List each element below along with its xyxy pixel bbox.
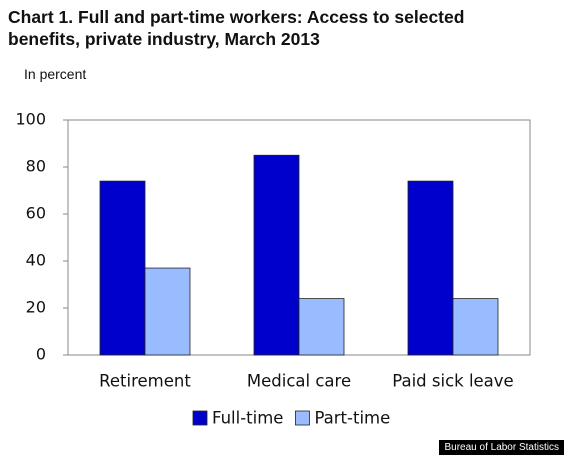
y-tick-label: 40 <box>26 251 46 270</box>
y-tick-label: 0 <box>36 345 46 364</box>
legend-swatch <box>295 410 310 426</box>
bar <box>452 298 499 356</box>
bar <box>298 298 345 356</box>
bar <box>99 180 146 356</box>
x-tick-label: Medical care <box>247 372 351 391</box>
chart-title: Chart 1. Full and part-time workers: Acc… <box>8 7 465 49</box>
y-tick-label: 100 <box>15 110 46 129</box>
y-tick-label: 80 <box>26 157 46 176</box>
y-tick-label: 20 <box>26 298 46 317</box>
legend-label: Part-time <box>314 409 390 428</box>
source-label: Bureau of Labor Statistics <box>439 440 564 455</box>
bar <box>407 180 454 356</box>
legend-swatch <box>192 410 208 426</box>
chart-subtitle: In percent <box>24 66 87 82</box>
bar <box>253 154 300 356</box>
y-tick-label: 60 <box>26 204 46 223</box>
bar <box>144 267 191 356</box>
x-tick-label: Retirement <box>99 372 191 391</box>
legend-label: Full-time <box>212 409 283 428</box>
x-tick-label: Paid sick leave <box>392 372 513 391</box>
